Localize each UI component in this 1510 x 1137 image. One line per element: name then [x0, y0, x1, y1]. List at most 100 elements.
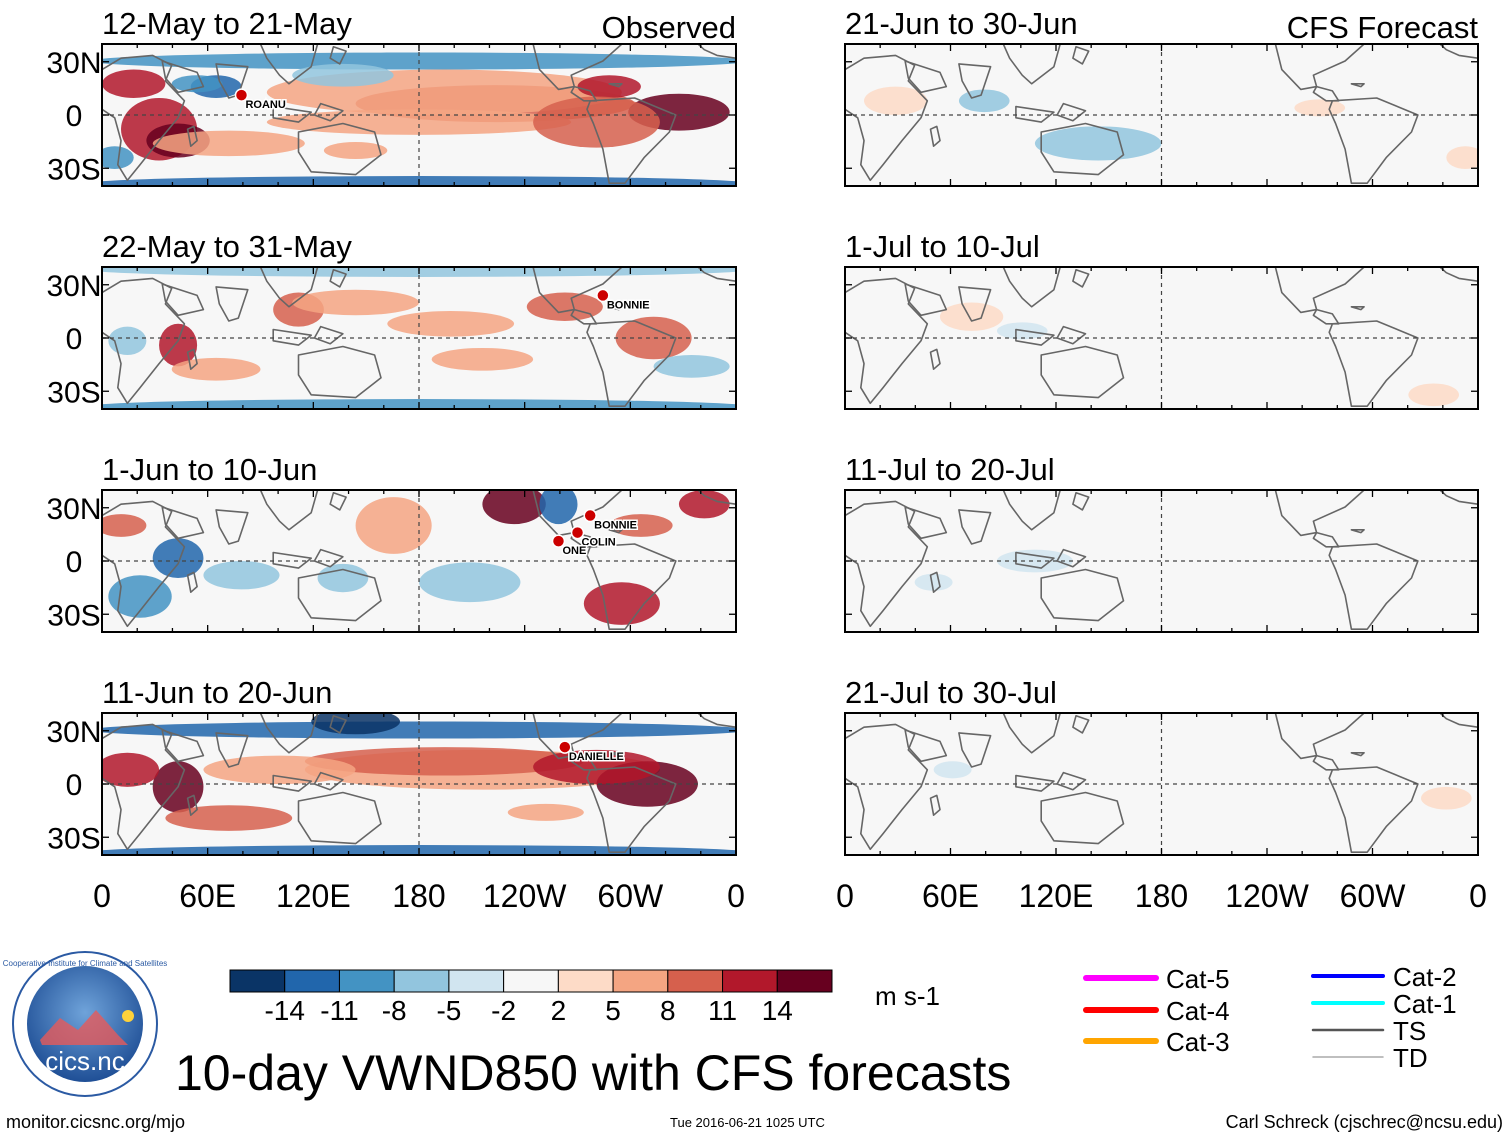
colorbar-swatch — [448, 969, 505, 993]
coastline — [272, 774, 313, 792]
coastline — [697, 490, 736, 506]
logo-ring-text: Cooperative Institute for Climate and Sa… — [3, 959, 168, 968]
anomaly-contour — [323, 141, 388, 160]
anomaly-contour — [1446, 146, 1478, 169]
coastline — [1439, 267, 1478, 283]
coastline — [161, 60, 205, 94]
anomaly-contour — [863, 86, 928, 116]
coastline — [1002, 267, 1061, 308]
coastline — [958, 63, 992, 99]
anomaly-contour — [102, 69, 166, 98]
coastline — [297, 345, 382, 399]
anomaly-contour — [387, 311, 515, 337]
colorbar-label: -5 — [436, 995, 461, 1026]
lat-tick-label: 0 — [66, 546, 83, 579]
anomaly-contour — [152, 538, 204, 579]
coastline — [102, 54, 186, 182]
anomaly-field — [863, 86, 1478, 169]
coastline — [608, 305, 623, 311]
panel-period-label: 11-Jul to 20-Jul — [845, 452, 1055, 487]
anomaly-contour — [102, 146, 134, 169]
lat-tick-label: 30S — [47, 153, 100, 186]
coastline — [608, 751, 623, 757]
legend-label: Cat-1 — [1393, 989, 1457, 1019]
anomaly-contour — [317, 563, 369, 593]
footer-timestamp: Tue 2016-06-21 1025 UTC — [670, 1115, 825, 1130]
coastline — [259, 44, 319, 85]
anomaly-contour — [539, 490, 578, 525]
anomaly-contour — [152, 130, 305, 157]
coastline — [1015, 105, 1055, 123]
colorbar: -14 -11 -8 -5 -2 2 5 8 11 14 — [229, 969, 833, 1026]
coastline — [1056, 325, 1087, 345]
storm-marker: BONNIE — [596, 288, 651, 313]
coastline — [1350, 751, 1365, 757]
colorbar-label: -2 — [491, 995, 516, 1026]
coastline — [1274, 44, 1365, 91]
panel-period-label: 21-Jun to 30-Jun — [845, 6, 1078, 41]
coastline — [313, 548, 344, 568]
coastline — [929, 125, 941, 147]
lat-tick-label: 0 — [66, 323, 83, 356]
coastline — [313, 102, 344, 122]
anomaly-contour — [292, 289, 419, 316]
storm-name: COLIN — [582, 537, 616, 549]
anomaly-contour — [958, 89, 1010, 113]
coastline — [586, 320, 677, 408]
coastline — [1274, 713, 1365, 760]
lon-tick-label: 0 — [93, 878, 111, 914]
lon-tick-label: 180 — [1135, 878, 1188, 914]
anomaly-contour — [203, 561, 280, 590]
panel-period-label: 21-Jul to 30-Jul — [845, 675, 1057, 710]
storm-marker: DANIELLE — [558, 740, 625, 765]
coastline — [272, 551, 313, 569]
lon-tick-label: 0 — [727, 878, 745, 914]
anomaly-contour — [577, 75, 641, 98]
coastline — [1015, 328, 1055, 346]
coastline — [1439, 490, 1478, 506]
anomaly-contour — [507, 803, 584, 821]
logo-text: cics.nc — [45, 1046, 124, 1076]
coastline — [532, 490, 623, 537]
coastline — [161, 729, 205, 763]
coastline — [259, 490, 319, 531]
storm-marker: BONNIE — [583, 508, 638, 533]
coastline — [1439, 44, 1478, 60]
coastline — [1002, 490, 1061, 531]
storm-symbol — [234, 88, 249, 102]
lat-tick-label: 0 — [66, 769, 83, 802]
coastline — [313, 771, 344, 791]
storm-marker: ROANU — [234, 88, 287, 113]
anomaly-contour — [108, 326, 147, 356]
coastline — [215, 732, 249, 768]
coastline — [161, 283, 205, 317]
coastline — [532, 44, 623, 91]
observed-panel-4: 30N 0 30S 11-Jun to 20-Jun DANIELLE 0 60E 120E 1… — [46, 675, 745, 914]
observed-panel-1: 30N 0 30S 12-May to 21-May Observed ROANU — [46, 6, 737, 187]
storm-symbol — [551, 534, 566, 548]
coastline — [608, 83, 623, 88]
coastline — [1072, 714, 1090, 734]
coastline — [102, 723, 186, 851]
anomaly-contour — [102, 752, 160, 787]
storm-symbol — [583, 508, 597, 523]
coastline — [929, 571, 941, 594]
lon-tick-label: 60E — [922, 878, 979, 914]
anomaly-contour — [609, 514, 673, 537]
lon-tick-label: 120W — [483, 878, 567, 914]
coastline — [958, 286, 992, 322]
anomaly-contour — [533, 96, 660, 148]
coastline — [1328, 766, 1419, 854]
coastline — [297, 568, 382, 622]
coastline — [272, 328, 313, 346]
coastline — [929, 348, 941, 371]
coastline — [904, 60, 948, 94]
legend-label: Cat-3 — [1166, 1027, 1230, 1057]
coastline — [532, 713, 623, 760]
lon-tick-label: 120E — [276, 878, 351, 914]
storm-symbol — [596, 288, 610, 303]
lon-tick-label: 180 — [392, 878, 445, 914]
colorbar-label: 14 — [762, 995, 793, 1026]
coastline — [1015, 774, 1055, 792]
